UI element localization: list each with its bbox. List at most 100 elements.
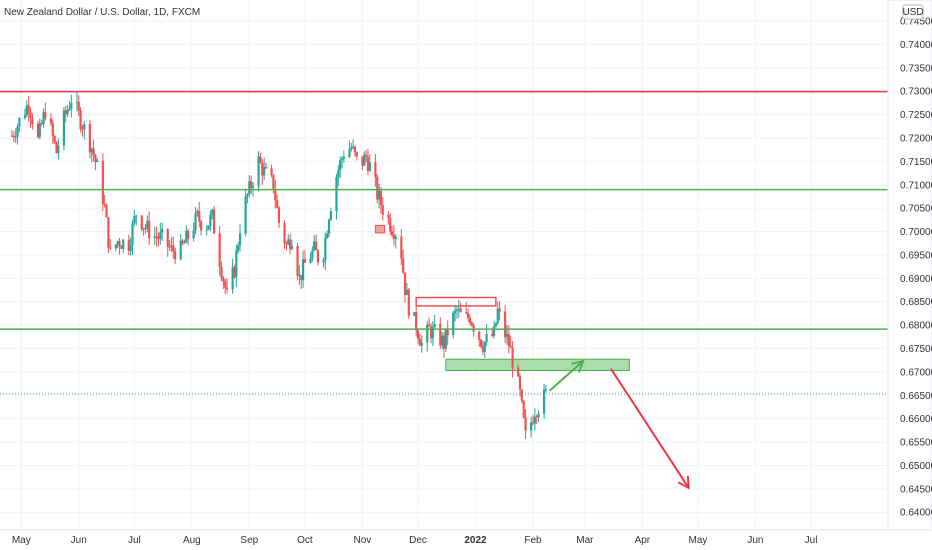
candle-body xyxy=(452,312,455,335)
candle-body xyxy=(433,324,436,328)
candle-body xyxy=(66,109,69,115)
candle-body xyxy=(36,123,40,137)
candle-body xyxy=(505,334,509,338)
candle-body xyxy=(492,326,496,337)
candle-body xyxy=(27,105,30,112)
candle-body xyxy=(542,389,546,414)
x-tick-label: Aug xyxy=(183,535,201,546)
candle-body xyxy=(88,123,91,153)
candle-body xyxy=(144,227,147,229)
candle-body xyxy=(300,274,303,281)
candle-body xyxy=(324,237,327,261)
candle-body xyxy=(431,327,434,339)
candle-body xyxy=(363,154,366,166)
candle-body xyxy=(361,156,364,166)
x-tick-label: May xyxy=(12,535,31,546)
candle-body xyxy=(18,118,21,127)
candle-body xyxy=(127,239,130,251)
x-tick-label: Nov xyxy=(354,535,372,546)
candle-body xyxy=(314,241,318,251)
candle-body xyxy=(12,135,15,138)
candle-body xyxy=(535,416,538,418)
candle-body xyxy=(224,281,227,288)
candle-body xyxy=(31,117,34,124)
candle-body xyxy=(244,195,247,234)
candle-body xyxy=(439,324,442,346)
candle-body xyxy=(77,101,80,111)
candle-body xyxy=(274,189,277,201)
candle-body xyxy=(337,170,340,178)
candle-body xyxy=(200,221,203,231)
candle-body xyxy=(533,416,536,424)
candle-body xyxy=(316,250,320,263)
red-arrow-head xyxy=(677,475,690,490)
candle-body xyxy=(494,323,497,327)
candle-body xyxy=(198,211,201,222)
candle-body xyxy=(92,148,95,156)
candle-body xyxy=(25,105,28,116)
candle-body xyxy=(520,389,523,402)
symbol-title: New Zealand Dollar / U.S. Dollar, 1D, FX… xyxy=(4,7,200,18)
candle-body xyxy=(496,308,499,324)
candle-body xyxy=(146,220,149,229)
candle-body xyxy=(116,241,119,245)
candle-body xyxy=(327,219,331,234)
candle-body xyxy=(57,145,60,154)
candle-body xyxy=(131,223,134,246)
candle-body xyxy=(205,229,208,231)
candle-body xyxy=(231,267,234,290)
candle-body xyxy=(49,118,53,124)
candle-body xyxy=(194,213,197,231)
candle-body xyxy=(103,204,106,206)
candle-body xyxy=(339,160,342,171)
candle-body xyxy=(524,417,527,431)
candle-body xyxy=(251,186,255,189)
time-axis[interactable]: May Jun Jul Aug Sep Oct Nov Dec 2022 Feb Mar Apr May… xyxy=(0,529,888,550)
candle-body xyxy=(118,241,121,247)
candle-body xyxy=(353,146,357,153)
red-outline-box xyxy=(415,296,497,307)
candle-body xyxy=(498,308,501,312)
candle-body xyxy=(329,211,332,220)
candle-body xyxy=(105,205,108,218)
candle-body xyxy=(181,240,184,244)
candle-body xyxy=(29,111,32,118)
candle-body xyxy=(491,334,494,337)
candle-body xyxy=(16,126,19,137)
candle-body xyxy=(301,259,305,281)
candle-body xyxy=(504,311,507,338)
x-tick-label: Jun xyxy=(71,535,87,546)
candle-body xyxy=(183,242,186,244)
candle-body xyxy=(335,177,338,212)
candle-body xyxy=(530,422,533,431)
candle-body xyxy=(237,245,240,251)
candle-body xyxy=(135,215,138,217)
candle-body xyxy=(40,123,43,125)
candle-body xyxy=(376,177,379,200)
candle-body xyxy=(518,376,522,390)
candle-body xyxy=(222,278,225,282)
candle-body xyxy=(418,338,421,346)
candle-body xyxy=(142,227,145,230)
candle-body xyxy=(90,148,93,153)
candle-body xyxy=(481,346,485,352)
candle-body xyxy=(400,236,403,259)
candle-body xyxy=(374,162,377,178)
candle-body xyxy=(455,309,459,311)
candle-body xyxy=(277,207,281,223)
x-tick-label: Feb xyxy=(524,535,542,546)
candle-body xyxy=(402,258,405,273)
currency-button[interactable]: USD xyxy=(902,4,924,20)
candle-body xyxy=(429,326,433,339)
candle-body xyxy=(531,422,535,424)
candle-body xyxy=(485,334,488,343)
candle-body xyxy=(283,222,286,244)
candle-body xyxy=(303,259,307,263)
